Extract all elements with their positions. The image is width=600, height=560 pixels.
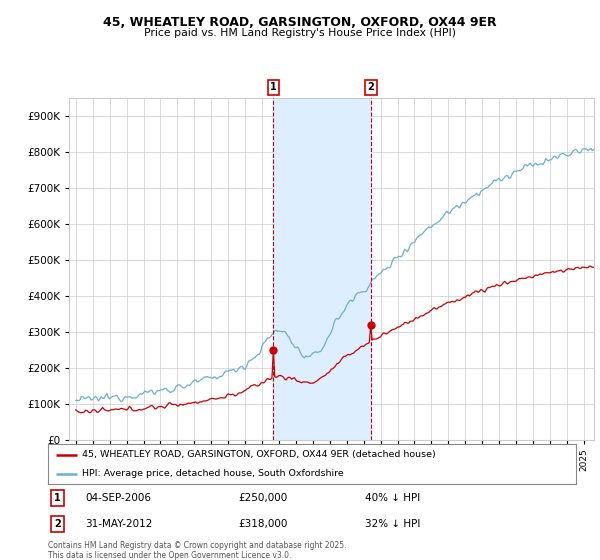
Text: 1: 1 — [54, 493, 61, 503]
Text: Price paid vs. HM Land Registry's House Price Index (HPI): Price paid vs. HM Land Registry's House … — [144, 28, 456, 38]
Text: 32% ↓ HPI: 32% ↓ HPI — [365, 519, 420, 529]
Text: £318,000: £318,000 — [238, 519, 287, 529]
Text: 2: 2 — [367, 82, 374, 92]
Text: 40% ↓ HPI: 40% ↓ HPI — [365, 493, 420, 503]
Text: 45, WHEATLEY ROAD, GARSINGTON, OXFORD, OX44 9ER (detached house): 45, WHEATLEY ROAD, GARSINGTON, OXFORD, O… — [82, 450, 436, 459]
Text: 45, WHEATLEY ROAD, GARSINGTON, OXFORD, OX44 9ER: 45, WHEATLEY ROAD, GARSINGTON, OXFORD, O… — [103, 16, 497, 29]
Text: 1: 1 — [270, 82, 277, 92]
Text: Contains HM Land Registry data © Crown copyright and database right 2025.
This d: Contains HM Land Registry data © Crown c… — [48, 541, 347, 560]
Text: 2: 2 — [54, 519, 61, 529]
Text: 04-SEP-2006: 04-SEP-2006 — [85, 493, 151, 503]
Text: £250,000: £250,000 — [238, 493, 287, 503]
Text: HPI: Average price, detached house, South Oxfordshire: HPI: Average price, detached house, Sout… — [82, 469, 344, 478]
Text: 31-MAY-2012: 31-MAY-2012 — [85, 519, 152, 529]
Bar — [274, 98, 371, 440]
